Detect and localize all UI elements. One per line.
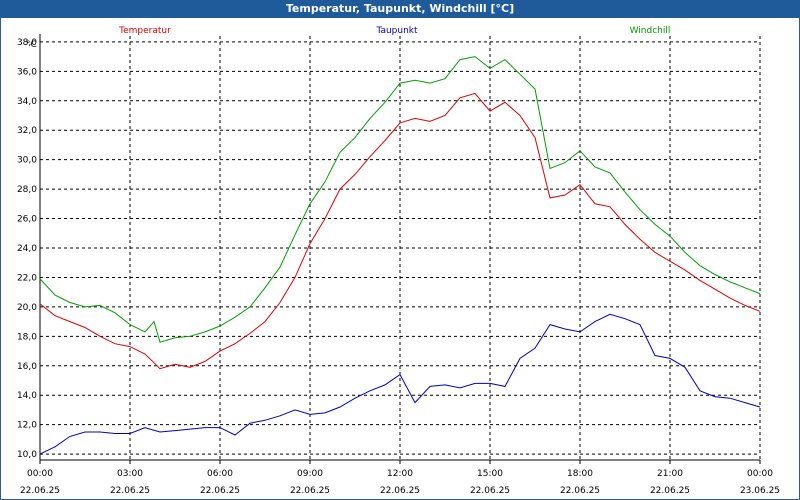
y-tick-label: 22,0 <box>17 273 37 283</box>
x-tick-date-label: 22.06.25 <box>470 486 510 496</box>
x-tick-time-label: 09:00 <box>297 469 323 479</box>
series-line-windchill <box>39 56 761 343</box>
x-tick-date-label: 22.06.25 <box>200 486 240 496</box>
x-tick-time-label: 00:00 <box>747 469 773 479</box>
x-tick-time-label: 03:00 <box>117 469 143 479</box>
x-tick-time-label: 21:00 <box>657 469 683 479</box>
y-tick-label: 16,0 <box>17 362 37 372</box>
y-tick-label: 10,0 <box>17 450 37 460</box>
x-tick-time-label: 15:00 <box>477 469 503 479</box>
y-tick-label: 38,0 <box>17 38 37 48</box>
x-tick-time-label: 06:00 <box>207 469 233 479</box>
legend-entry-windchill: Windchill <box>630 26 671 36</box>
series-line-taupunkt <box>39 313 761 455</box>
legend-entry-temperatur: Temperatur <box>118 26 171 36</box>
series-line-temperatur <box>39 92 761 370</box>
y-tick-label: 28,0 <box>17 185 37 195</box>
y-tick-label: 24,0 <box>17 244 37 254</box>
y-tick-label: 32,0 <box>17 126 37 136</box>
y-tick-label: 30,0 <box>17 156 37 166</box>
x-tick-date-label: 22.06.25 <box>20 486 60 496</box>
x-tick-date-label: 22.06.25 <box>380 486 420 496</box>
x-tick-date-label: 22.06.25 <box>290 486 330 496</box>
y-tick-label: 12,0 <box>17 421 37 431</box>
y-tick-label: 26,0 <box>17 215 37 225</box>
y-unit-label: °C <box>26 40 37 50</box>
x-tick-time-label: 12:00 <box>387 469 413 479</box>
chart-title: Temperatur, Taupunkt, Windchill [°C] <box>0 0 800 18</box>
y-tick-label: 36,0 <box>17 67 37 77</box>
x-tick-date-label: 22.06.25 <box>110 486 150 496</box>
y-tick-label: 14,0 <box>17 391 37 401</box>
x-tick-date-label: 22.06.25 <box>650 486 690 496</box>
x-tick-date-label: 23.06.25 <box>740 486 780 496</box>
y-tick-label: 34,0 <box>17 97 37 107</box>
y-tick-label: 18,0 <box>17 332 37 342</box>
x-tick-time-label: 00:00 <box>27 469 53 479</box>
y-tick-label: 20,0 <box>17 303 37 313</box>
x-tick-date-label: 22.06.25 <box>560 486 600 496</box>
x-tick-time-label: 18:00 <box>567 469 593 479</box>
legend-entry-taupunkt: Taupunkt <box>375 26 418 36</box>
